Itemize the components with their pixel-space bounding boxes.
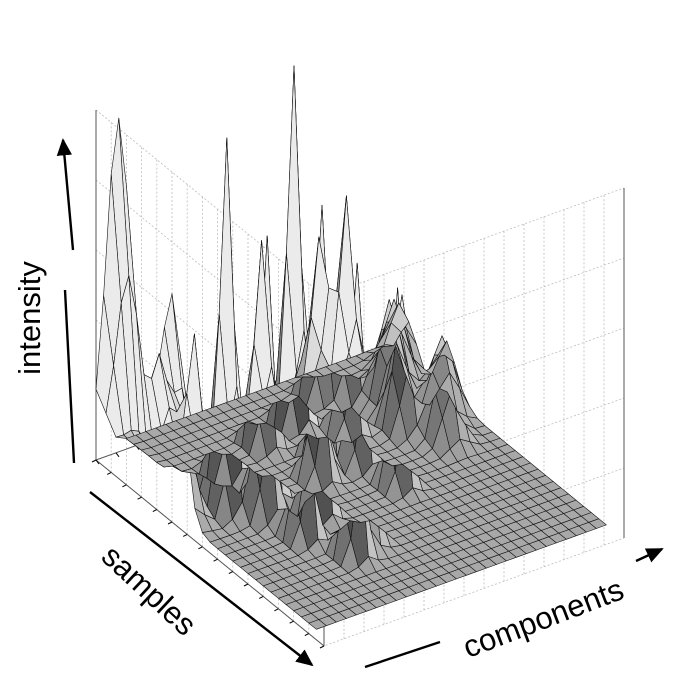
y-axis-title: samples (95, 538, 203, 642)
components-axis-line (364, 640, 441, 669)
y-tick (228, 571, 234, 575)
y-tick (258, 595, 264, 599)
y-tick (91, 459, 97, 463)
samples-axis-arrow (89, 491, 314, 667)
y-tick (106, 471, 112, 475)
y-tick (182, 533, 188, 537)
x-tick (95, 459, 100, 465)
box-edge (95, 459, 325, 647)
intensity-axis-line (63, 289, 76, 464)
x-axis-title: components (458, 572, 628, 665)
y-tick (213, 558, 218, 562)
intensity-axis-arrow (56, 138, 75, 251)
y-tick (137, 496, 142, 500)
y-tick (289, 620, 294, 624)
components-axis-arrow (635, 547, 664, 563)
y-tick (167, 521, 173, 525)
y-tick (122, 484, 127, 488)
surface-mesh (95, 65, 607, 630)
y-tick (198, 546, 203, 550)
y-tick (304, 633, 310, 637)
z-axis-title: intensity (12, 261, 47, 375)
y-tick (152, 509, 158, 513)
y-tick (243, 583, 249, 587)
x-tick (115, 452, 120, 458)
y-tick (319, 645, 325, 649)
grid-line (95, 109, 625, 297)
surface-cell (375, 344, 394, 349)
y-tick (274, 608, 279, 612)
